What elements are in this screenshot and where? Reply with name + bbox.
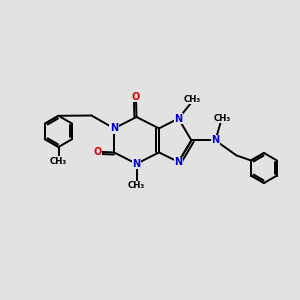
Text: CH₃: CH₃ [214,114,231,123]
Text: N: N [174,113,183,124]
Text: N: N [110,123,118,134]
Text: CH₃: CH₃ [128,182,145,190]
Text: N: N [174,157,183,167]
Text: O: O [132,92,140,102]
Text: CH₃: CH₃ [184,95,201,104]
Text: N: N [211,135,220,146]
Text: N: N [132,159,141,169]
Text: O: O [93,147,102,157]
Text: CH₃: CH₃ [50,157,67,166]
